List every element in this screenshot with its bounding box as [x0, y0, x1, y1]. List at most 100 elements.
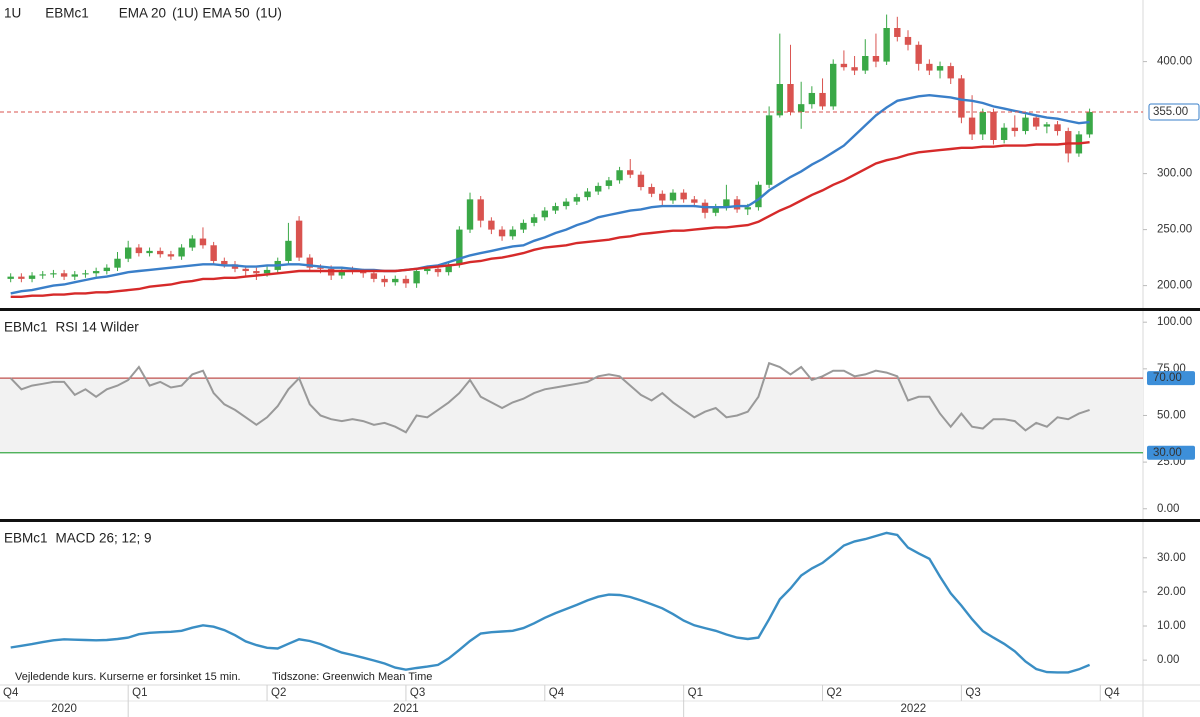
candle-body	[114, 258, 121, 268]
candle-body	[904, 36, 912, 45]
candle-body	[958, 78, 965, 118]
candle-body	[712, 207, 719, 213]
candle-body	[840, 63, 848, 68]
candle-body	[947, 66, 954, 79]
candle-body	[648, 187, 655, 194]
candle-body	[530, 217, 538, 223]
level-box	[1147, 445, 1195, 460]
candle-body	[659, 193, 666, 201]
panel-label: MACD 26; 12; 9	[56, 531, 152, 546]
candle-body	[883, 28, 890, 62]
candle-body	[60, 273, 68, 277]
candle-body	[691, 199, 698, 203]
candle-body	[808, 92, 816, 105]
candle-body	[253, 271, 260, 274]
candle-body	[776, 84, 784, 116]
panel-label: EBMc1	[4, 531, 48, 546]
candle-body	[562, 201, 570, 207]
panel-label: RSI 14 Wilder	[56, 320, 140, 335]
candle-body	[124, 247, 132, 259]
candle-body	[434, 268, 442, 273]
level-label: 70.00	[1153, 372, 1182, 384]
candle-body	[627, 170, 634, 175]
y-tick-label: 100.00	[1157, 316, 1192, 328]
candle-body	[167, 254, 175, 257]
panel-label: 1U	[4, 6, 21, 21]
last-price-box	[1148, 103, 1200, 121]
candle-body	[242, 268, 249, 272]
panel-label: EMA 50	[202, 6, 249, 21]
candle-body	[862, 56, 869, 71]
candle-body	[285, 240, 292, 261]
candle-body	[915, 44, 922, 64]
candle-body	[498, 229, 506, 237]
level-label: 30.00	[1153, 447, 1182, 459]
y-tick-label: 0.00	[1157, 654, 1179, 666]
candle-body	[851, 67, 858, 71]
panel-label: EBMc1	[45, 6, 89, 21]
y-tick-label: 10.00	[1157, 620, 1186, 632]
candle-body	[445, 264, 452, 273]
x-tick-label: Q4	[549, 687, 565, 699]
panel-label: (1U)	[172, 6, 198, 21]
candle-body	[28, 275, 36, 279]
candle-body	[509, 229, 516, 237]
x-tick-label: Q1	[132, 687, 147, 699]
x-tick-label: Q4	[1104, 687, 1120, 699]
candle-body	[71, 274, 78, 277]
panel-label: (1U)	[256, 6, 282, 21]
y-tick-label: 30.00	[1157, 552, 1186, 564]
y-tick-label: 20.00	[1157, 586, 1186, 598]
y-tick-label: 0.00	[1157, 503, 1179, 515]
candle-body	[787, 84, 794, 112]
candle-body	[1000, 127, 1008, 140]
candle-body	[82, 273, 89, 275]
x-tick-label: Q3	[410, 687, 425, 699]
footnote: Vejledende kurs. Kurserne er forsinket 1…	[15, 671, 241, 683]
x-tick-label: Q1	[688, 687, 703, 699]
candle-body	[637, 174, 645, 188]
candle-body	[392, 278, 399, 283]
candle-body	[146, 250, 153, 254]
candle-body	[765, 115, 773, 185]
candle-body	[680, 192, 687, 200]
candle-body	[979, 112, 986, 135]
x-tick-label: Q2	[827, 687, 842, 699]
candle-body	[541, 210, 548, 218]
candle-body	[338, 269, 346, 276]
candle-body	[797, 104, 805, 112]
candle-body	[520, 222, 527, 230]
candle-body	[456, 229, 463, 265]
candle-body	[370, 273, 378, 279]
ema-line	[10, 141, 1090, 298]
ema-line	[10, 93, 1090, 295]
year-label: 2021	[393, 703, 419, 715]
candle-body	[466, 199, 474, 230]
x-tick-label: Q2	[271, 687, 286, 699]
panel-label: EBMc1	[4, 320, 48, 335]
candle-body	[92, 271, 100, 274]
candle-body	[199, 238, 207, 246]
candle-body	[926, 63, 933, 71]
panel-label: EMA 20	[119, 6, 166, 21]
candle-body	[1011, 127, 1019, 132]
candle-body	[755, 184, 762, 208]
candle-body	[936, 66, 944, 71]
candle-body	[488, 220, 495, 230]
y-tick-label: 50.00	[1157, 409, 1186, 421]
candle-body	[178, 247, 185, 257]
candle-body	[595, 185, 602, 192]
candle-body	[263, 269, 271, 274]
candle-body	[819, 92, 826, 107]
indicator-line	[9, 361, 1090, 434]
candle-body	[723, 199, 730, 208]
candle-body	[584, 191, 591, 198]
year-label: 2022	[901, 703, 927, 715]
candle-body	[103, 267, 111, 272]
candle-body	[1032, 117, 1040, 127]
level-box	[1147, 371, 1195, 386]
candle-body	[413, 271, 420, 284]
candle-body	[157, 250, 164, 255]
